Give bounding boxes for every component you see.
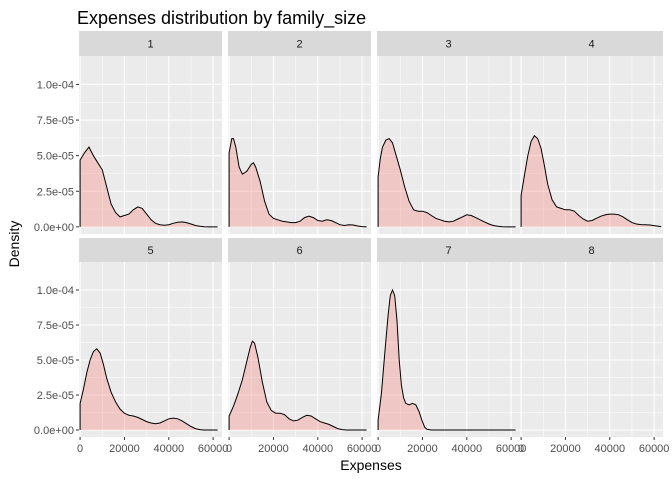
y-tick-label: 7.5e-05 <box>37 115 74 127</box>
x-tick-label: 0 <box>518 443 524 455</box>
x-tick-label: 0 <box>375 443 381 455</box>
density-line <box>377 137 516 228</box>
y-tick-label: 0.0e+00 <box>34 222 74 234</box>
facet-strip-label: 7 <box>445 245 451 257</box>
facet-strip <box>79 238 222 262</box>
x-tick-label: 60000 <box>198 443 229 455</box>
facet-panel-7: 7 0 20000 40000 60000 <box>375 238 526 455</box>
panel-background <box>377 262 520 437</box>
x-tick-label: 20000 <box>550 443 581 455</box>
facet-panels: 1 0.0e+00 2.5e-05 5.0e-05 7.5e-05 1.0e-04 2 3 4 5… <box>34 31 669 455</box>
y-tick-label: 1.0e-04 <box>37 79 74 91</box>
y-axis-title: Density <box>6 221 22 268</box>
x-tick-label: 20000 <box>407 443 438 455</box>
density-area <box>521 135 661 227</box>
panel-background <box>228 56 371 234</box>
facet-strip <box>79 31 222 56</box>
density-area <box>378 290 516 430</box>
x-tick-label: 20000 <box>258 443 289 455</box>
density-line <box>228 138 367 228</box>
y-tick-label: 7.5e-05 <box>37 320 74 332</box>
facet-strip <box>377 238 520 262</box>
facet-panel-1: 1 0.0e+00 2.5e-05 5.0e-05 7.5e-05 1.0e-04 <box>34 31 222 234</box>
x-tick-label: 60000 <box>639 443 670 455</box>
panel-background <box>520 56 663 234</box>
density-line <box>520 134 662 228</box>
x-tick-label: 20000 <box>109 443 140 455</box>
y-tick-label: 0.0e+00 <box>34 425 74 437</box>
x-tick-label: 40000 <box>451 443 482 455</box>
density-area <box>378 138 516 227</box>
chart-title: Expenses distribution by family_size <box>77 8 366 29</box>
facet-strip-label: 3 <box>445 39 451 51</box>
facet-strip <box>228 238 371 262</box>
facet-panel-6: 6 0 20000 40000 60000 <box>226 238 377 455</box>
density-area <box>229 138 367 227</box>
facet-strip <box>520 31 663 56</box>
facet-strip-label: 8 <box>588 245 594 257</box>
facet-strip-label: 5 <box>147 245 153 257</box>
x-tick-label: 40000 <box>153 443 184 455</box>
density-area <box>229 341 367 430</box>
y-tick-label: 1.0e-04 <box>37 285 74 297</box>
panel-background <box>79 262 222 437</box>
facet-panel-4: 4 <box>520 31 663 234</box>
facet-strip-label: 2 <box>296 39 302 51</box>
facet-panel-8: 8 0 20000 40000 60000 <box>518 238 669 455</box>
facet-panel-3: 3 <box>377 31 520 234</box>
facet-panel-2: 2 <box>228 31 371 234</box>
density-line <box>79 348 218 431</box>
facet-strip <box>228 31 371 56</box>
facet-panel-5: 5 0.0e+00 2.5e-05 5.0e-05 7.5e-05 1.0e-04 0 200… <box>34 238 229 455</box>
density-area <box>80 348 218 430</box>
y-tick-label: 5.0e-05 <box>37 355 74 367</box>
panel-background <box>520 262 663 437</box>
facet-strip-label: 6 <box>296 245 302 257</box>
y-tick-label: 2.5e-05 <box>37 390 74 402</box>
density-line <box>377 288 516 431</box>
y-tick-label: 5.0e-05 <box>37 151 74 163</box>
density-area <box>80 147 218 227</box>
panel-background <box>377 56 520 234</box>
facet-strip-label: 4 <box>588 39 594 51</box>
panel-background <box>228 262 371 437</box>
x-tick-label: 0 <box>226 443 232 455</box>
facet-strip <box>520 238 663 262</box>
x-axis-title: Expenses <box>340 457 401 473</box>
x-tick-label: 0 <box>77 443 83 455</box>
facet-strip <box>377 31 520 56</box>
density-line <box>228 340 367 431</box>
x-tick-label: 60000 <box>347 443 378 455</box>
x-tick-label: 40000 <box>594 443 625 455</box>
facet-strip-label: 1 <box>147 39 153 51</box>
density-line <box>79 146 218 228</box>
x-tick-label: 60000 <box>496 443 527 455</box>
x-tick-label: 40000 <box>302 443 333 455</box>
panel-background <box>79 56 222 234</box>
y-tick-label: 2.5e-05 <box>37 186 74 198</box>
